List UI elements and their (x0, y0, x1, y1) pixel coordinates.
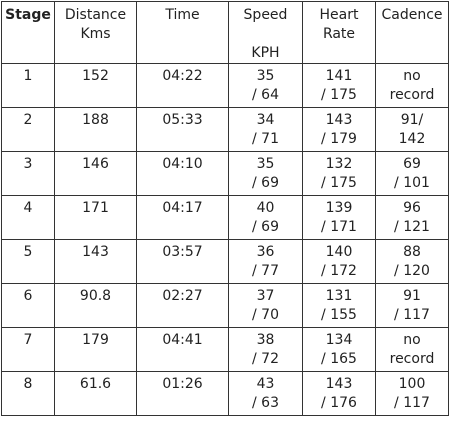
table-row: 3 146 04:10 35/ 69 132/ 175 69/ 101 (1, 151, 449, 196)
header-distance-line1: Distance (64, 7, 127, 23)
cell-distance: 188 (54, 107, 137, 152)
header-heart-line2: Rate (322, 26, 356, 42)
cell-cadence: 91/ 117 (375, 283, 449, 328)
cell-cadence: 96/ 121 (375, 195, 449, 240)
cell-heart-rate: 143/ 176 (302, 371, 376, 416)
header-stage: Stage (1, 1, 55, 64)
cell-distance: 152 (54, 63, 137, 108)
cell-distance: 171 (54, 195, 137, 240)
cell-stage: 2 (1, 107, 55, 152)
header-cadence: Cadence (375, 1, 449, 64)
table-row: 2 188 05:33 34/ 71 143/ 179 91/142 (1, 107, 449, 152)
cell-speed: 37/ 70 (228, 283, 303, 328)
table-row: 7 179 04:41 38/ 72 134/ 165 no record (1, 327, 449, 372)
header-distance-line2: Kms (80, 26, 111, 42)
header-row: Stage Distance Kms Time Speed KPH Heart … (1, 1, 449, 64)
header-heart-line1: Heart (319, 7, 359, 23)
header-heart-rate: Heart Rate (302, 1, 376, 64)
cell-time: 03:57 (136, 239, 229, 284)
cell-cadence: no record (375, 63, 449, 108)
header-speed-label: Speed (243, 7, 288, 23)
cell-time: 05:33 (136, 107, 229, 152)
cell-stage: 4 (1, 195, 55, 240)
cell-distance: 90.8 (54, 283, 137, 328)
cell-heart-rate: 143/ 179 (302, 107, 376, 152)
cell-speed: 35/ 69 (228, 151, 303, 196)
cell-cadence: 88/ 120 (375, 239, 449, 284)
cell-distance: 61.6 (54, 371, 137, 416)
header-speed-unit: KPH (251, 45, 280, 61)
cell-speed: 43/ 63 (228, 371, 303, 416)
cell-heart-rate: 132/ 175 (302, 151, 376, 196)
stage-stats-table: Stage Distance Kms Time Speed KPH Heart … (1, 1, 449, 416)
cell-heart-rate: 134/ 165 (302, 327, 376, 372)
cell-speed: 34/ 71 (228, 107, 303, 152)
header-time: Time (136, 1, 229, 64)
cell-time: 04:22 (136, 63, 229, 108)
cell-cadence: 100/ 117 (375, 371, 449, 416)
cell-stage: 1 (1, 63, 55, 108)
cell-cadence: 69/ 101 (375, 151, 449, 196)
cell-cadence: no record (375, 327, 449, 372)
cell-stage: 5 (1, 239, 55, 284)
cell-distance: 179 (54, 327, 137, 372)
cell-distance: 146 (54, 151, 137, 196)
cell-stage: 3 (1, 151, 55, 196)
cell-cadence: 91/142 (375, 107, 449, 152)
cell-speed: 40/ 69 (228, 195, 303, 240)
cell-time: 04:17 (136, 195, 229, 240)
cell-stage: 7 (1, 327, 55, 372)
header-distance: Distance Kms (54, 1, 137, 64)
cell-stage: 6 (1, 283, 55, 328)
cell-time: 01:26 (136, 371, 229, 416)
cell-distance: 143 (54, 239, 137, 284)
table-row: 6 90.8 02:27 37/ 70 131/ 155 91/ 117 (1, 283, 449, 328)
cell-heart-rate: 140/ 172 (302, 239, 376, 284)
cell-speed: 38/ 72 (228, 327, 303, 372)
table-row: 1 152 04:22 35/ 64 141/ 175 no record (1, 63, 449, 108)
table-row: 4 171 04:17 40/ 69 139/ 171 96/ 121 (1, 195, 449, 240)
cell-time: 02:27 (136, 283, 229, 328)
cell-stage: 8 (1, 371, 55, 416)
cell-heart-rate: 131/ 155 (302, 283, 376, 328)
cell-speed: 35/ 64 (228, 63, 303, 108)
table-body: 1 152 04:22 35/ 64 141/ 175 no record 2 188 05:33… (1, 63, 449, 416)
cell-heart-rate: 141/ 175 (302, 63, 376, 108)
cell-time: 04:10 (136, 151, 229, 196)
table-row: 8 61.6 01:26 43/ 63 143/ 176 100/ 117 (1, 371, 449, 416)
cell-heart-rate: 139/ 171 (302, 195, 376, 240)
cell-speed: 36/ 77 (228, 239, 303, 284)
table-row: 5 143 03:57 36/ 77 140/ 172 88/ 120 (1, 239, 449, 284)
cell-time: 04:41 (136, 327, 229, 372)
header-speed: Speed KPH (228, 1, 303, 64)
